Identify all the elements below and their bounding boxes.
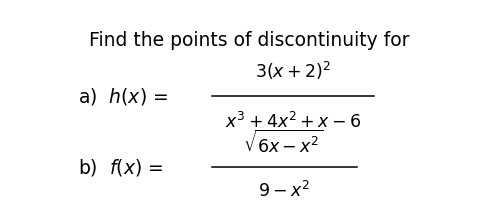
Text: b)  $\mathbf{\mathit{f}}(x)$ =: b) $\mathbf{\mathit{f}}(x)$ = <box>78 157 163 178</box>
Text: $\sqrt{6x - x^2}$: $\sqrt{6x - x^2}$ <box>244 130 324 157</box>
Text: Find the points of discontinuity for: Find the points of discontinuity for <box>89 31 410 50</box>
Text: a)  $\mathbf{\mathit{h}}(x)$ =: a) $\mathbf{\mathit{h}}(x)$ = <box>78 86 168 107</box>
Text: $x^3 + 4x^2 + x - 6$: $x^3 + 4x^2 + x - 6$ <box>225 111 361 132</box>
Text: $3(x+2)^2$: $3(x+2)^2$ <box>255 60 331 82</box>
Text: $9 - x^2$: $9 - x^2$ <box>258 181 310 201</box>
